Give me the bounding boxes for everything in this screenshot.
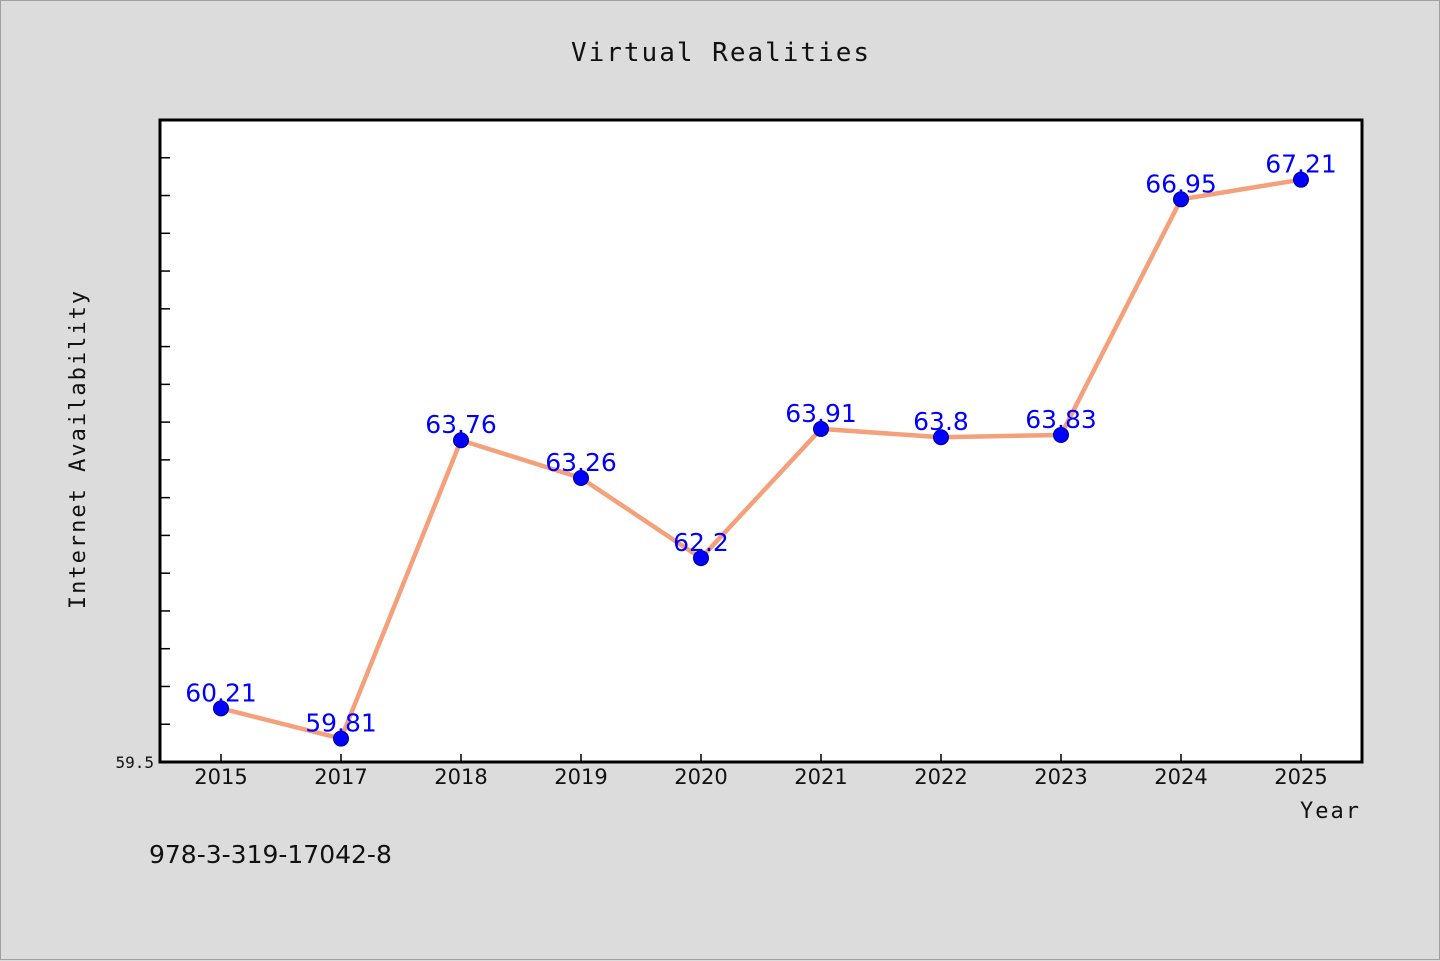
data-label: 59.81: [305, 709, 377, 738]
x-tick-label: 2019: [554, 765, 607, 789]
x-tick-label: 2022: [914, 765, 967, 789]
data-point: [693, 550, 709, 567]
y-axis-label: Internet Availability: [66, 289, 91, 609]
data-point: [933, 429, 949, 446]
x-tick-label: 2018: [434, 765, 487, 789]
data-point: [573, 470, 589, 487]
series-line: [220, 177, 1302, 741]
y-tick-label-min: 59.5: [115, 753, 154, 772]
data-label: 60.21: [185, 678, 257, 707]
data-label: 63.8: [913, 407, 969, 436]
data-point: [453, 432, 469, 449]
x-axis-label: Year: [1300, 799, 1361, 824]
data-point: [1053, 426, 1069, 443]
x-tick-label: 2021: [794, 765, 847, 789]
x-axis-ticks: 2015 2017 2018 2019 2020 2021 2022 2023 2024 2025: [194, 754, 1328, 789]
data-point: [1173, 191, 1189, 208]
plot-area: [158, 118, 1364, 764]
data-label: 62.2: [673, 528, 729, 557]
data-label: 63.26: [545, 448, 617, 477]
data-label: 66.95: [1145, 169, 1217, 198]
data-label: 67.21: [1265, 150, 1337, 179]
x-tick-label: 2024: [1154, 765, 1207, 789]
data-label: 63.91: [785, 399, 857, 428]
data-label: 63.83: [1025, 405, 1097, 434]
x-tick-label: 2020: [674, 765, 727, 789]
data-point: [333, 730, 349, 747]
x-tick-label: 2025: [1274, 765, 1327, 789]
x-tick-label: 2015: [194, 765, 247, 789]
data-label: 63.76: [425, 410, 497, 439]
x-tick-label: 2017: [314, 765, 367, 789]
data-point: [1293, 171, 1309, 188]
footer-isbn: 978-3-319-17042-8: [149, 840, 392, 869]
data-point: [213, 700, 229, 717]
data-point: [813, 420, 829, 437]
chart-title: Virtual Realities: [571, 38, 871, 68]
series-layer: 60.21 59.81 63.76 63.26 62.2 63.91 63.8 63.83 66…: [185, 150, 1337, 747]
y-axis-ticks: [160, 119, 170, 763]
x-tick-label: 2023: [1034, 765, 1087, 789]
